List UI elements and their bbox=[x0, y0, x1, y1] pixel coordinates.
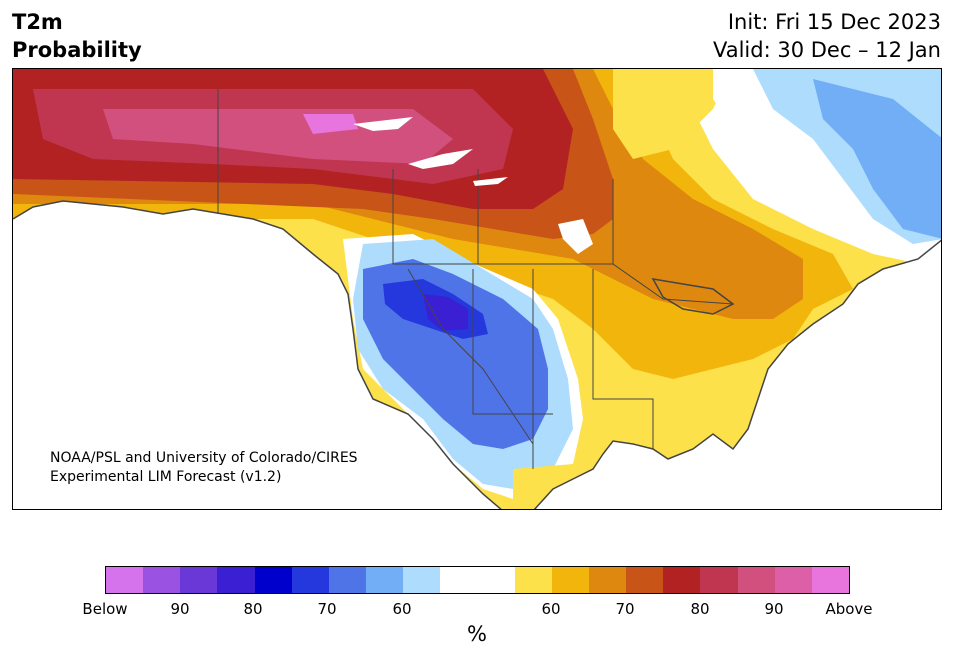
colorbar-tick-label: 90 bbox=[170, 600, 190, 618]
borders bbox=[217, 89, 734, 469]
colorbar-tick-label: 60 bbox=[541, 600, 561, 618]
colorbar-segment bbox=[328, 567, 367, 593]
colorbar-tick-label: 60 bbox=[392, 600, 412, 618]
credit-line-1: NOAA/PSL and University of Colorado/CIRE… bbox=[50, 450, 358, 466]
colorbar-segment bbox=[254, 567, 292, 593]
credit-line-2: Experimental LIM Forecast (v1.2) bbox=[50, 469, 282, 485]
colorbar-segment bbox=[811, 567, 850, 593]
colorbar-segment bbox=[774, 567, 812, 593]
probability-fields bbox=[13, 69, 941, 509]
colorbar-segment bbox=[403, 567, 441, 593]
colorbar-segment bbox=[440, 567, 515, 593]
colorbar bbox=[105, 566, 850, 594]
colorbar-segment bbox=[663, 567, 701, 593]
colorbar-segment bbox=[626, 567, 664, 593]
forecast-dates: Init: Fri 15 Dec 2023 Valid: 30 Dec – 12… bbox=[713, 8, 941, 64]
colorbar-segment bbox=[589, 567, 627, 593]
credit-text: NOAA/PSL and University of Colorado/CIRE… bbox=[50, 449, 358, 487]
unit-label: % bbox=[467, 622, 487, 646]
colorbar-tick-label: Below bbox=[82, 600, 128, 618]
lakes bbox=[353, 117, 593, 254]
colorbar-segment bbox=[291, 567, 329, 593]
colorbar-segment bbox=[217, 567, 255, 593]
colorbar-segment bbox=[737, 567, 775, 593]
colorbar-tick-label: 70 bbox=[317, 600, 337, 618]
init-date: Init: Fri 15 Dec 2023 bbox=[727, 10, 941, 34]
colorbar-segment bbox=[106, 567, 144, 593]
colorbar-segment bbox=[180, 567, 218, 593]
map-canvas bbox=[13, 69, 941, 509]
probability-map: NOAA/PSL and University of Colorado/CIRE… bbox=[12, 68, 942, 510]
valid-dates: Valid: 30 Dec – 12 Jan bbox=[712, 38, 941, 62]
colorbar-segment bbox=[700, 567, 738, 593]
colorbar-tick-label: 90 bbox=[764, 600, 784, 618]
title-type: Probability bbox=[12, 38, 142, 62]
colorbar-tick-label: 70 bbox=[615, 600, 635, 618]
colorbar-tick-label: 80 bbox=[243, 600, 263, 618]
colorbar-segment bbox=[143, 567, 181, 593]
colorbar-segment bbox=[366, 567, 404, 593]
colorbar-segment bbox=[551, 567, 590, 593]
map-title: T2m Probability bbox=[12, 8, 142, 64]
colorbar-tick-label: 80 bbox=[690, 600, 710, 618]
colorbar-tick-label: Above bbox=[825, 600, 873, 618]
colorbar-segment bbox=[514, 567, 552, 593]
title-variable: T2m bbox=[12, 10, 63, 34]
